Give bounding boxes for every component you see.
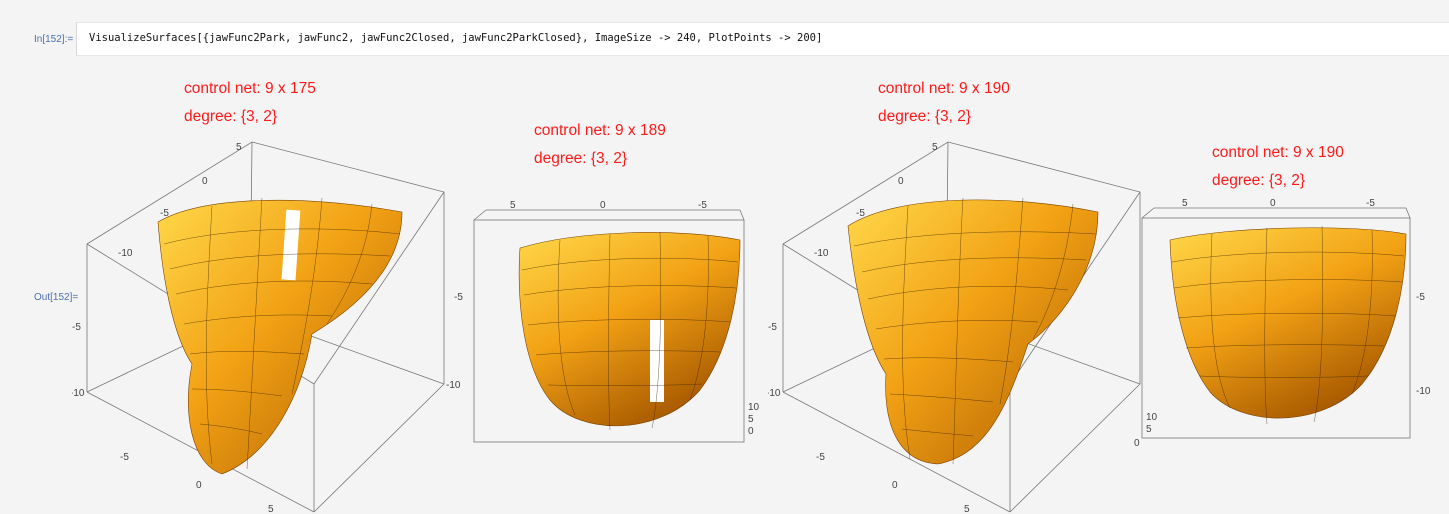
plot-3-control-net-label: control net: 9 x 190	[878, 80, 1010, 97]
input-cell-label: In[152]:=	[34, 34, 74, 45]
plot-4-tick: 10	[1146, 412, 1158, 423]
plot-1-degree-label: degree: {3, 2}	[184, 108, 278, 125]
plot-3-tick: 0	[892, 480, 898, 491]
plot-2-tick: -5	[698, 200, 707, 211]
plot-3-mesh-lines	[853, 197, 1097, 465]
plot-1-bounding-box	[86, 141, 445, 513]
plot-2-bounding-box	[473, 209, 745, 443]
plot-4-control-net-label: control net: 9 x 190	[1212, 144, 1344, 161]
plot-4-mesh-lines	[1171, 225, 1405, 425]
plot-3-tick: -10	[768, 388, 781, 399]
plot-3-tick: 5	[932, 142, 938, 153]
plot-4-3d-surface[interactable]: 5 0 -5 -5 -10 10 5 0	[1132, 196, 1444, 456]
plot-3-tick: -5	[816, 452, 825, 463]
plot-1-tick: -10	[118, 248, 133, 259]
plot-2-tick: 0	[600, 200, 606, 211]
plot-2-tick: -5	[454, 292, 463, 303]
plot-2-control-net-label: control net: 9 x 189	[534, 122, 666, 139]
output-area: control net: 9 x 175 degree: {3, 2}	[0, 70, 1449, 514]
plot-1-tick: 5	[268, 504, 274, 514]
plot-1-3d-surface[interactable]: 5 0 -5 -10 -5 -10 -5 0 5	[72, 134, 452, 514]
plot-1-tick: -5	[160, 208, 169, 219]
plot-3-tick: -5	[856, 208, 865, 219]
plot-3-degree-label: degree: {3, 2}	[878, 108, 972, 125]
input-cell[interactable]: VisualizeSurfaces[{jawFunc2Park, jawFunc…	[76, 22, 1449, 56]
plot-2-tick: -10	[446, 380, 461, 391]
plot-2-gap	[650, 320, 664, 402]
plot-2-jaw-surface	[518, 232, 741, 427]
input-code[interactable]: VisualizeSurfaces[{jawFunc2Park, jawFunc…	[89, 32, 823, 44]
plot-2-tick: 0	[748, 426, 754, 437]
plot-2-mesh-lines	[521, 231, 739, 431]
plot-3-tick: 5	[964, 504, 970, 514]
plot-1-tick: 5	[236, 142, 242, 153]
plot-1-tick: -5	[120, 452, 129, 463]
plot-1-tick: -5	[72, 322, 81, 333]
plot-1-mesh-lines	[163, 197, 401, 470]
plot-4-tick: 0	[1134, 438, 1140, 449]
plot-2-3d-surface[interactable]: 5 0 -5 -5 -10 10 5 0	[440, 200, 770, 450]
plot-4-bounding-box	[1141, 207, 1411, 439]
plot-4-tick: 5	[1146, 424, 1152, 435]
plot-1-tick: 0	[196, 480, 202, 491]
plot-4-degree-label: degree: {3, 2}	[1212, 172, 1306, 189]
plot-4-jaw-surface	[1169, 227, 1407, 419]
plot-4-tick: -10	[1416, 386, 1431, 397]
plot-4-tick: 5	[1182, 198, 1188, 209]
plot-1-tick: 0	[202, 176, 208, 187]
plot-3-tick: -5	[768, 322, 777, 333]
plot-4-tick: -5	[1416, 292, 1425, 303]
plot-2-degree-label: degree: {3, 2}	[534, 150, 628, 167]
plot-1-jaw-surface	[157, 199, 403, 475]
plot-1-tick: -10	[72, 388, 85, 399]
plot-3-jaw-surface	[847, 199, 1099, 465]
plot-3-3d-surface[interactable]: 5 0 -5 -10 -5 -10 -5 0 5	[768, 134, 1148, 514]
output-cell-label: Out[152]=	[34, 292, 79, 303]
plot-3-tick: 0	[898, 176, 904, 187]
plot-3-tick: -10	[814, 248, 829, 259]
plot-3-bounding-box	[782, 141, 1141, 513]
plot-4-tick: 0	[1270, 198, 1276, 209]
plot-1-control-net-label: control net: 9 x 175	[184, 80, 316, 97]
plot-2-tick: 10	[748, 402, 760, 413]
plot-2-tick: 5	[748, 414, 754, 425]
plot-4-tick: -5	[1366, 198, 1375, 209]
plot-2-tick: 5	[510, 200, 516, 211]
plot-1-gap	[281, 209, 301, 281]
